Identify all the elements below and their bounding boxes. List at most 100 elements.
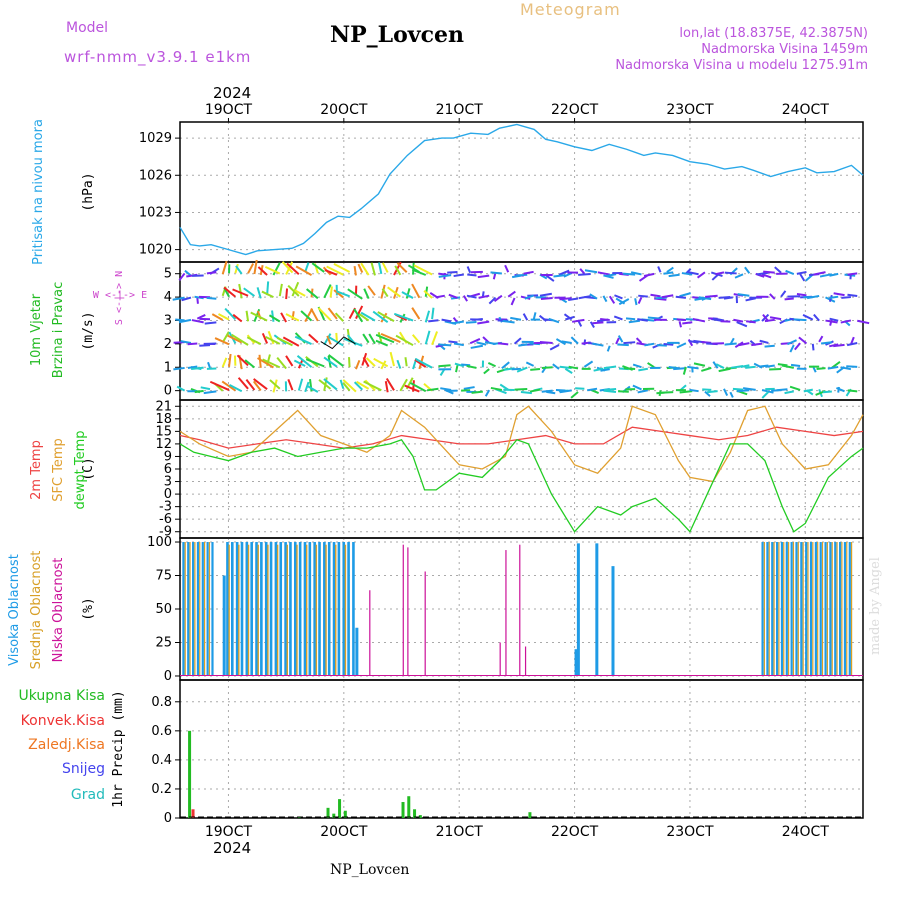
wind-arrow [563, 313, 573, 321]
mid-cloud-bar [768, 542, 770, 676]
wind-arrow [447, 271, 458, 274]
high-cloud-bar [805, 542, 808, 676]
wind-arrow [221, 260, 228, 275]
y-tick-label: 25 [155, 635, 172, 650]
wind-arrow [360, 311, 376, 322]
mid-cloud-bar [257, 544, 259, 676]
wind-arrow [675, 295, 687, 299]
wind-arrow [592, 321, 604, 325]
y-tick-label: 0 [164, 669, 172, 684]
wind-arrow [796, 270, 807, 275]
wind-arrow [237, 377, 249, 390]
y-tick-label: 3 [164, 475, 172, 490]
mid-cloud-bar [812, 542, 814, 676]
wind-arrow [497, 342, 509, 346]
y-tick-label: 0.8 [151, 695, 172, 710]
model-name: wrf-nmm_v3.9.1 e1km [64, 48, 252, 66]
wind-arrow [502, 319, 515, 324]
mid-cloud-bar [788, 542, 790, 676]
mid-cloud-bar [817, 542, 819, 676]
wind-arrow [769, 293, 776, 300]
bottom-date-label: 23OCT [666, 824, 714, 840]
mid-cloud-bar [315, 544, 318, 676]
footer-station: NP_Lovcen [330, 862, 410, 878]
high-cloud-bar [318, 542, 321, 676]
wind-arrow [784, 390, 794, 395]
wind-arrow [261, 290, 274, 298]
wind-arrow [411, 268, 427, 276]
y-tick-label: 0.6 [151, 724, 172, 739]
wind-arrow [401, 291, 414, 299]
wind-arrow [269, 379, 281, 390]
wind-arrow [393, 312, 414, 322]
high-cloud-bar [785, 542, 788, 676]
wind-arrow [285, 355, 294, 367]
wind-arrow [253, 378, 268, 390]
wind-arrow [552, 363, 560, 370]
high-cloud-bar [839, 542, 842, 676]
wind-arrow [840, 366, 852, 371]
wind-arrow [661, 294, 674, 299]
wind-arrow [247, 263, 255, 274]
wind-arrow [231, 333, 249, 346]
high-cloud-bar [574, 649, 578, 676]
wind-arrow [372, 310, 389, 324]
wind-arrow [711, 274, 719, 281]
wind-arrow [811, 343, 815, 351]
wind-arrow [268, 314, 281, 323]
wind-arrow [679, 292, 691, 298]
mid-cloud-bar [807, 542, 809, 676]
wind-arrow [761, 273, 772, 279]
wind-arrow [583, 360, 594, 368]
wind-arrow [553, 274, 566, 278]
wind-arrow [323, 378, 338, 391]
wind-arrow [368, 333, 376, 345]
wind-arrow [737, 293, 750, 297]
wind-arrow [515, 273, 528, 277]
wind-arrow [438, 364, 451, 368]
wind-arrow [294, 335, 312, 345]
wind-arrow [191, 319, 204, 324]
total-precip-bar [338, 799, 342, 818]
altitude-text: Nadmorska Visina 1459m [701, 42, 868, 57]
wind-arrow [227, 334, 243, 344]
high-cloud-bar [848, 542, 851, 676]
wind-arrow [701, 340, 712, 344]
wind-arrow [387, 286, 401, 298]
wind-arrow [172, 296, 185, 301]
wind-arrow [211, 313, 224, 321]
wind-arrow [287, 378, 294, 391]
total-precip-bar [418, 815, 422, 818]
wind-arrow [516, 366, 528, 373]
total-precip-bar [332, 813, 336, 818]
high-cloud-bar [191, 542, 195, 676]
wind-arrow [261, 332, 269, 344]
wind-arrow [178, 272, 186, 281]
wind-arrow [570, 336, 579, 345]
wind-arrow [687, 365, 699, 370]
wind-compass-label: W <-|-> E [93, 290, 147, 301]
wind-arrow [347, 288, 363, 300]
mid-cloud-bar [203, 542, 206, 676]
wind-arrow [380, 332, 401, 343]
wind-arrow [342, 379, 357, 393]
wind-arrow [793, 318, 807, 322]
wind-arrow [333, 262, 351, 273]
wind-arrow [438, 343, 452, 347]
top-date-label: 23OCT [666, 102, 714, 118]
wind-arrow [634, 298, 638, 306]
wind-arrow [841, 296, 851, 299]
high-cloud-bar [274, 542, 278, 676]
wind-arrow [539, 341, 553, 344]
wind-arrow [411, 283, 421, 299]
dewpt-side-label: dewpt Temp [73, 430, 88, 509]
wind-arrow [833, 343, 845, 348]
wind-arrow [218, 313, 230, 321]
wind-arrow [490, 386, 503, 391]
wind-arrow [466, 364, 477, 369]
wind-arrow [813, 313, 820, 322]
wind-arrow [232, 288, 249, 297]
wind-arrow [353, 265, 357, 276]
wind-arrow [399, 378, 408, 392]
wind-arrow [478, 294, 490, 299]
